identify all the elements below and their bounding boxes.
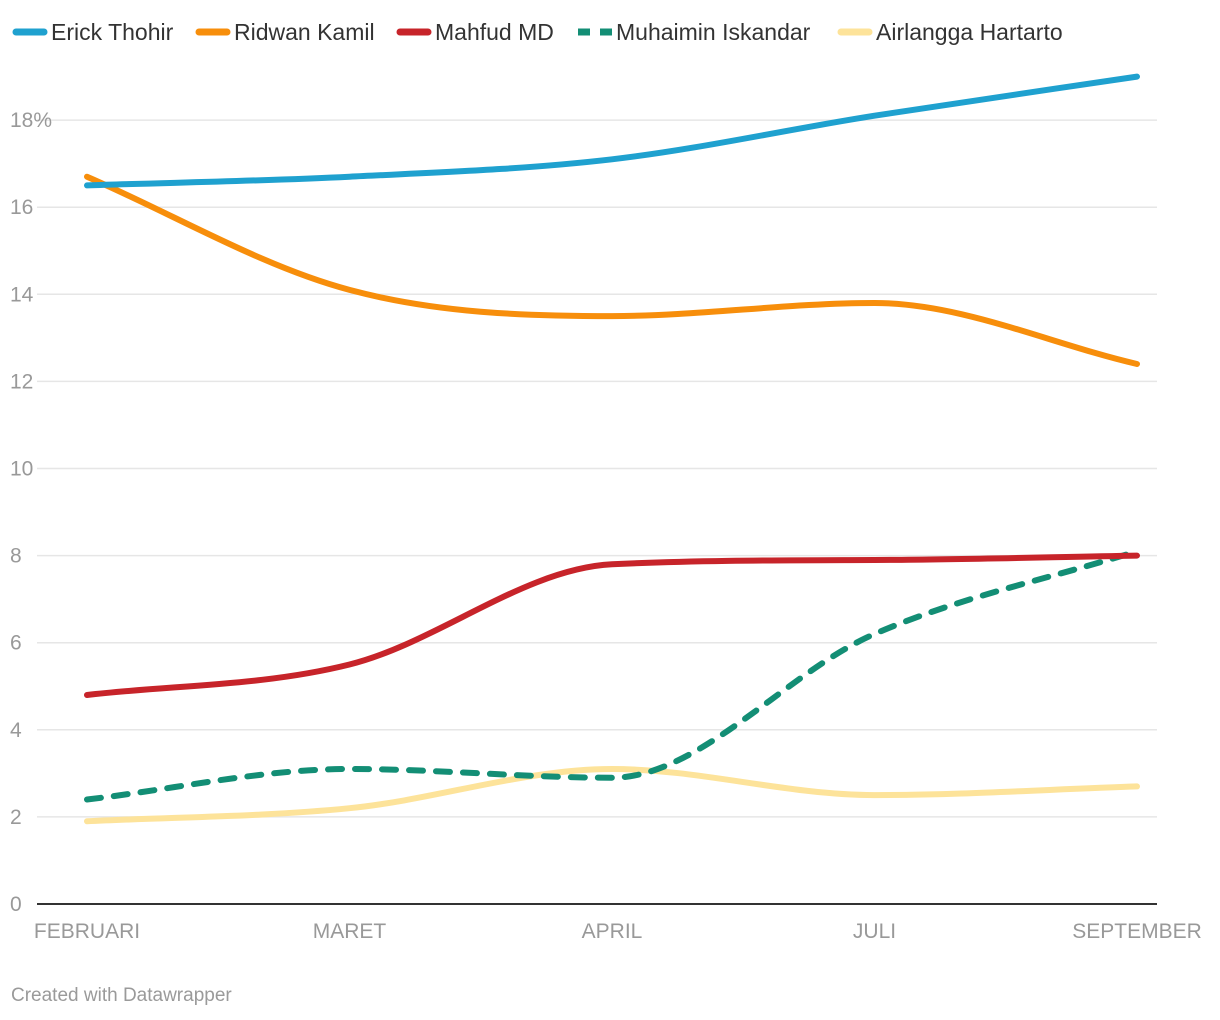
y-tick-label-18: 18% <box>10 109 52 132</box>
series-line-airlangga-hartarto <box>84 766 1140 825</box>
series-line-erick-thohir <box>84 73 1140 189</box>
legend-label-muhaimin-iskandar: Muhaimin Iskandar <box>616 19 811 45</box>
series-line-muhaimin-iskandar <box>84 548 1140 803</box>
x-tick-label-april: APRIL <box>582 920 643 943</box>
credit-text: Created with Datawrapper <box>11 985 232 1006</box>
x-tick-label-februari: FEBRUARI <box>34 920 140 943</box>
x-tick-label-maret: MARET <box>313 920 387 943</box>
y-tick-label-6: 6 <box>10 632 22 655</box>
grid-lines <box>37 119 1157 905</box>
series-line-ridwan-kamil <box>84 173 1140 367</box>
y-tick-label-12: 12 <box>10 370 33 393</box>
x-axis-ticks: FEBRUARI MARET APRIL JULI SEPTEMBER <box>34 920 1202 943</box>
y-tick-label-14: 14 <box>10 283 34 306</box>
y-tick-label-8: 8 <box>10 545 22 568</box>
legend: Erick Thohir Ridwan Kamil Mahfud MD Muhaimi… <box>12 19 1063 45</box>
y-tick-label-10: 10 <box>10 458 33 481</box>
y-tick-label-2: 2 <box>10 806 22 829</box>
legend-label-ridwan-kamil: Ridwan Kamil <box>234 19 375 45</box>
y-tick-label-0: 0 <box>10 893 22 916</box>
x-tick-label-september: SEPTEMBER <box>1072 920 1202 943</box>
y-tick-label-4: 4 <box>10 719 22 742</box>
series-lines <box>84 73 1140 825</box>
legend-label-mahfud-md: Mahfud MD <box>435 19 554 45</box>
y-axis-ticks: 0 2 4 6 8 10 12 14 16 18% <box>10 109 52 916</box>
x-tick-label-juli: JULI <box>853 920 896 943</box>
y-tick-label-16: 16 <box>10 196 33 219</box>
legend-label-airlangga-hartarto: Airlangga Hartarto <box>876 19 1063 45</box>
legend-label-erick-thohir: Erick Thohir <box>51 19 174 45</box>
series-line-mahfud-md <box>84 552 1140 698</box>
